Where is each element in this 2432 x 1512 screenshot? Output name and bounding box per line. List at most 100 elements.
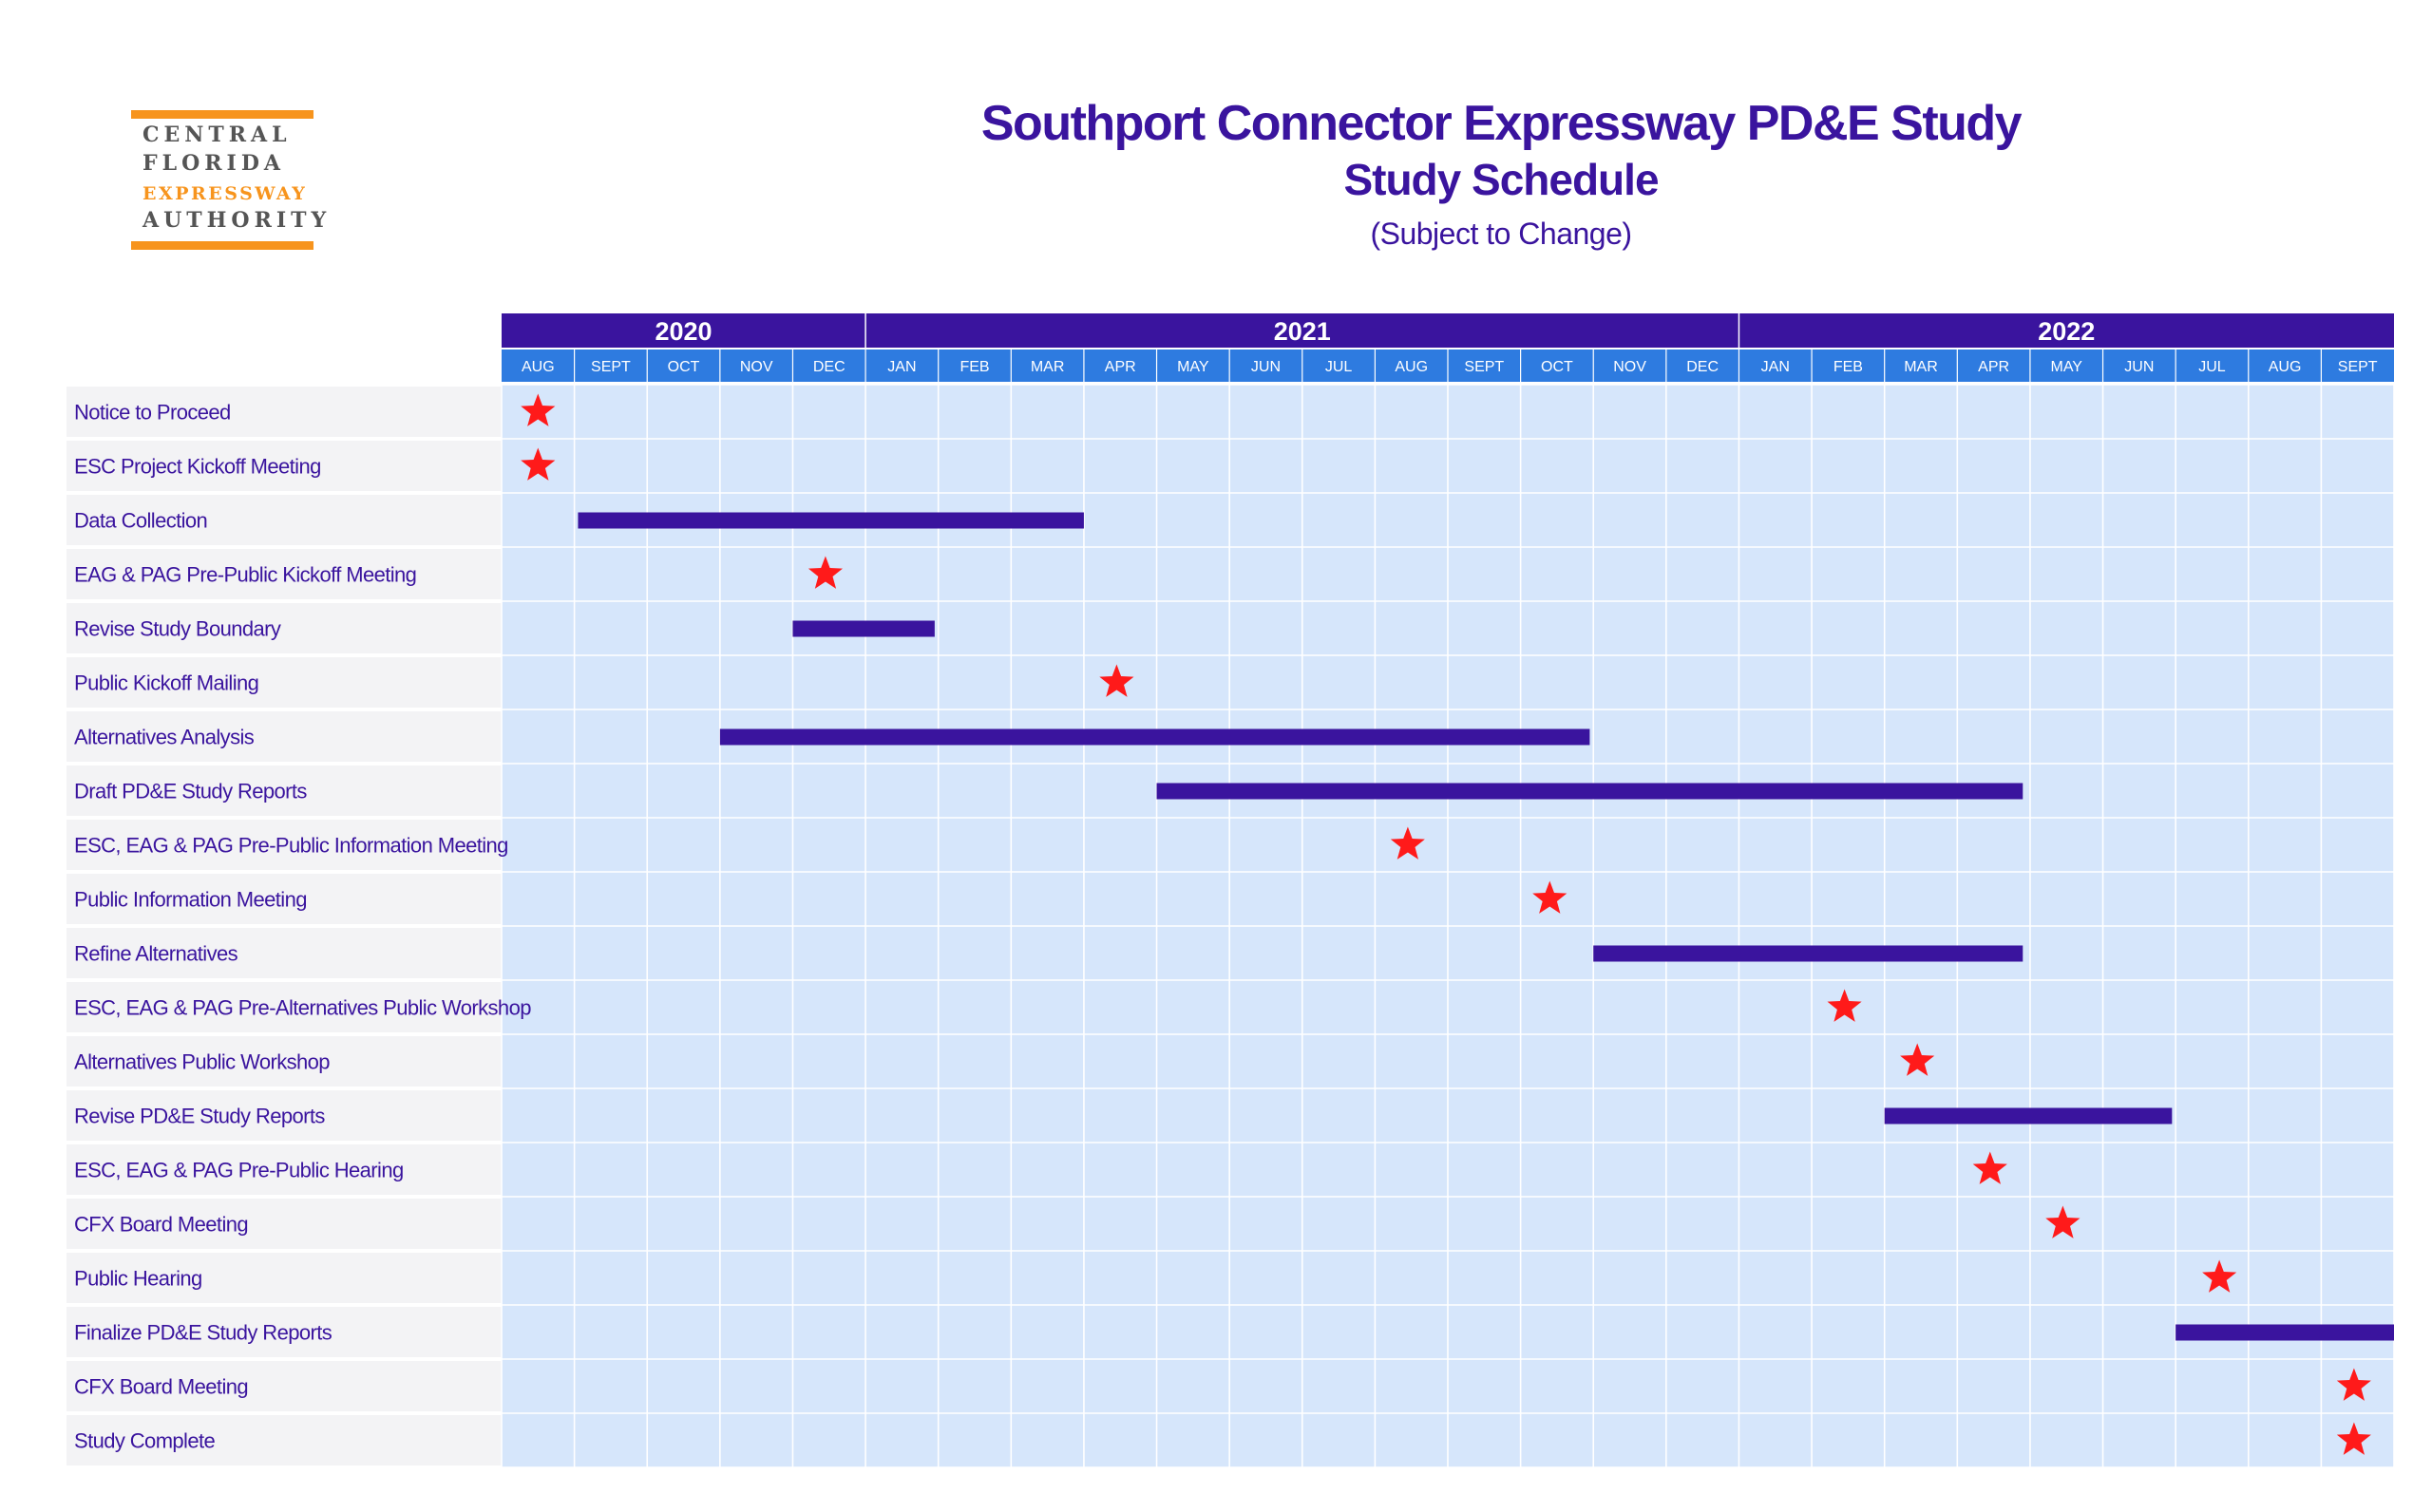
task-bar — [2176, 1324, 2394, 1341]
label-row-band — [66, 1253, 502, 1303]
month-label: NOV — [740, 359, 773, 375]
task-label: Data Collection — [74, 509, 207, 533]
label-row-band — [66, 928, 502, 978]
milestone-star — [1972, 1151, 2007, 1184]
milestone-star — [1532, 880, 1568, 914]
label-row-band — [66, 1361, 502, 1411]
month-label: FEB — [960, 359, 989, 375]
label-row-band — [66, 603, 502, 653]
month-label: OCT — [668, 359, 700, 375]
milestone-star — [2336, 1422, 2371, 1455]
year-label: 2021 — [1274, 317, 1331, 346]
month-label: DEC — [813, 359, 846, 375]
cfx-logo: CENTRAL FLORIDA EXPRESSWAY AUTHORITY — [131, 110, 332, 250]
month-label: JUN — [2124, 359, 2154, 375]
grid-lines — [501, 350, 2395, 1468]
task-label: Alternatives Public Workshop — [74, 1050, 330, 1074]
logo-top-rule — [131, 110, 314, 119]
page-title: Southport Connector Expressway PD&E Stud… — [980, 96, 2023, 151]
timeline-header: 2020 2021 2022 AUG SEPT OCT NOV DEC JAN FEB MAR APR… — [502, 313, 2394, 382]
task-label: ESC, EAG & PAG Pre-Alternatives Public W… — [74, 996, 531, 1020]
task-bar — [792, 620, 935, 637]
task-labels: Notice to Proceed ESC Project Kickoff Mee… — [74, 401, 532, 1453]
month-label: MAR — [1904, 359, 1938, 375]
month-label: JAN — [887, 359, 916, 375]
month-label: AUG — [2269, 359, 2302, 375]
milestone-star — [2336, 1368, 2371, 1401]
task-bar — [1156, 783, 2024, 800]
logo-line-2: FLORIDA — [142, 151, 285, 176]
label-row-band — [66, 441, 502, 491]
milestone-star — [1900, 1043, 1935, 1076]
milestone-star — [2045, 1205, 2080, 1238]
milestone-star — [521, 393, 556, 426]
logo-line-3: EXPRESSWAY — [142, 183, 308, 204]
label-row-band — [66, 982, 502, 1032]
task-label: ESC Project Kickoff Meeting — [74, 455, 321, 479]
month-label: DEC — [1686, 359, 1719, 375]
month-label: SEPT — [591, 359, 631, 375]
label-row-band — [66, 549, 502, 599]
month-label: FEB — [1834, 359, 1863, 375]
month-label: OCT — [1541, 359, 1573, 375]
logo-line-4: AUTHORITY — [142, 208, 332, 233]
label-row-band — [66, 1036, 502, 1087]
task-label: Draft PD&E Study Reports — [74, 780, 307, 803]
label-row-band — [66, 1144, 502, 1195]
task-label: Public Information Meeting — [74, 888, 307, 912]
milestone-star — [808, 556, 843, 589]
task-bar — [1593, 945, 2024, 962]
task-label: Public Hearing — [74, 1267, 202, 1291]
logo-bottom-rule — [131, 241, 314, 250]
milestone-star — [1390, 826, 1425, 860]
task-bar — [578, 512, 1084, 529]
task-bar — [719, 728, 1590, 746]
month-label: JUN — [1251, 359, 1281, 375]
month-label: SEPT — [2338, 359, 2378, 375]
task-label: Refine Alternatives — [74, 942, 238, 966]
month-label: NOV — [1613, 359, 1646, 375]
milestone-star — [521, 447, 556, 481]
label-row-band — [66, 657, 502, 708]
task-label: Revise PD&E Study Reports — [74, 1105, 325, 1128]
label-row-band — [66, 765, 502, 816]
task-bar — [1884, 1107, 2173, 1125]
month-label: AUG — [1395, 359, 1428, 375]
month-label: JUL — [1325, 359, 1353, 375]
task-label: Notice to Proceed — [74, 401, 231, 425]
label-row-band — [66, 495, 502, 545]
month-label: SEPT — [1464, 359, 1504, 375]
page-subtitle: Study Schedule — [1343, 155, 1659, 204]
year-header-cell — [865, 313, 1739, 348]
task-label: ESC, EAG & PAG Pre-Public Hearing — [74, 1159, 404, 1182]
month-label: JAN — [1761, 359, 1790, 375]
month-label: MAY — [2050, 359, 2082, 375]
year-label: 2020 — [655, 317, 712, 346]
task-label: Public Kickoff Mailing — [74, 671, 258, 695]
task-label: CFX Board Meeting — [74, 1213, 248, 1237]
month-label: MAR — [1031, 359, 1065, 375]
task-label: ESC, EAG & PAG Pre-Public Information Me… — [74, 834, 508, 858]
logo-line-1: CENTRAL — [142, 123, 292, 147]
label-row-band — [66, 1199, 502, 1249]
task-label: Finalize PD&E Study Reports — [74, 1321, 332, 1345]
label-row-band — [66, 1415, 502, 1465]
year-header-cell — [1738, 313, 2394, 348]
label-row-band — [66, 820, 502, 870]
subject-to-change-note: (Subject to Change) — [1370, 217, 1632, 251]
label-row-band — [66, 387, 502, 437]
month-label: MAY — [1177, 359, 1209, 375]
task-label: Alternatives Analysis — [74, 726, 255, 749]
task-label: CFX Board Meeting — [74, 1375, 248, 1399]
label-row-band — [66, 711, 502, 762]
schedule-marks — [521, 393, 2394, 1455]
milestone-star — [1827, 989, 1862, 1022]
year-label: 2022 — [2038, 317, 2095, 346]
milestone-star — [2202, 1259, 2237, 1293]
task-label: Study Complete — [74, 1429, 215, 1453]
month-label: APR — [1978, 359, 2009, 375]
milestone-star — [1099, 664, 1134, 697]
month-label: JUL — [2198, 359, 2226, 375]
year-header-cell — [502, 313, 866, 348]
